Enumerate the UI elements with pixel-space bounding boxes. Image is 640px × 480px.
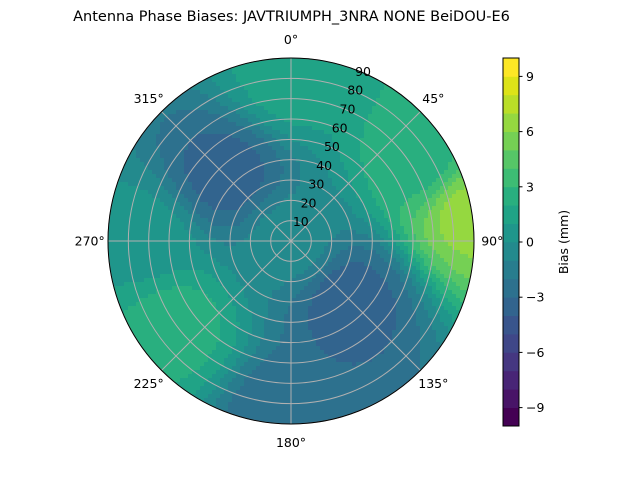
theta-tick-labels: 0° 45° 90° 135° 180° 225° 270° 315° xyxy=(75,32,504,450)
radial-tick-labels: 10 20 30 40 50 60 70 80 90 xyxy=(293,64,371,229)
r-label-40: 40 xyxy=(316,158,332,173)
r-label-80: 80 xyxy=(347,83,363,98)
colorbar-tick-label: −6 xyxy=(526,345,544,360)
polar-grid xyxy=(107,57,475,425)
theta-label-225: 225° xyxy=(134,376,164,391)
r-label-90: 90 xyxy=(355,64,371,79)
colorbar-tick-label: 6 xyxy=(526,124,534,139)
theta-label-180: 180° xyxy=(276,435,306,450)
r-label-60: 60 xyxy=(332,120,348,135)
r-label-50: 50 xyxy=(324,139,340,154)
chart-title: Antenna Phase Biases: JAVTRIUMPH_3NRA NO… xyxy=(73,9,510,25)
theta-label-135: 135° xyxy=(418,376,448,391)
colorbar xyxy=(502,57,520,427)
theta-label-270: 270° xyxy=(75,234,105,249)
r-label-20: 20 xyxy=(301,195,317,210)
theta-label-90: 90° xyxy=(481,234,503,249)
colorbar-tick-label: −3 xyxy=(526,290,544,305)
theta-label-45: 45° xyxy=(422,91,444,106)
colorbar-tick-label: 3 xyxy=(526,179,534,194)
r-label-10: 10 xyxy=(293,214,309,229)
theta-label-0: 0° xyxy=(284,32,298,47)
colorbar-tick-label: −9 xyxy=(526,400,544,415)
colorbar-label: Bias (mm) xyxy=(556,210,571,274)
colorbar-tick-label: 9 xyxy=(526,69,534,84)
r-label-30: 30 xyxy=(308,177,324,192)
theta-label-315: 315° xyxy=(134,91,164,106)
colorbar-tick-label: 0 xyxy=(526,235,534,250)
r-label-70: 70 xyxy=(340,102,356,117)
polar-frame xyxy=(107,57,475,425)
colorbar-ticks: −9 −6 −3 0 3 6 9 xyxy=(519,69,544,415)
